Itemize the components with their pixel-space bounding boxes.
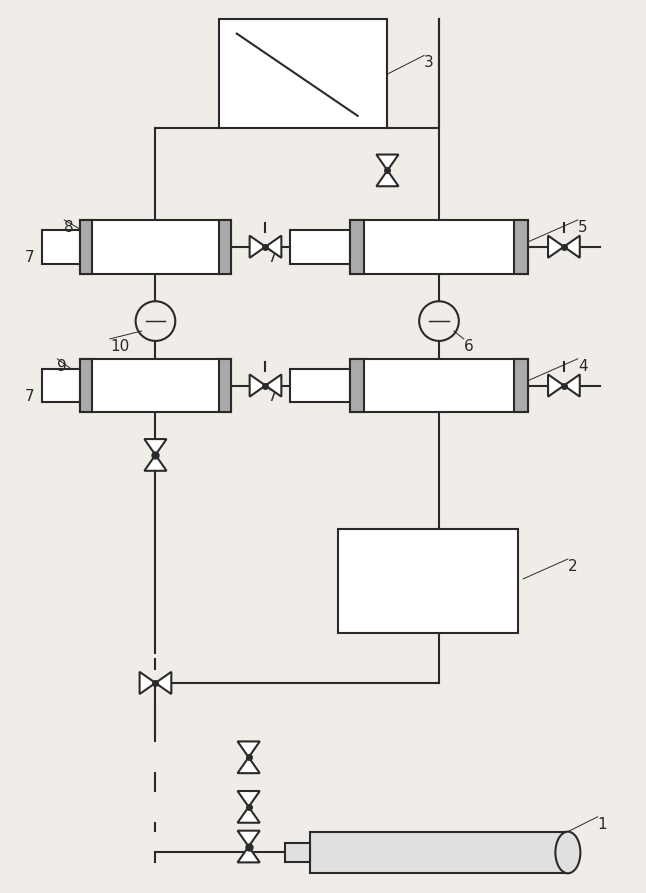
Text: 5: 5 bbox=[578, 220, 587, 235]
Bar bbox=[219, 359, 231, 413]
Polygon shape bbox=[266, 236, 282, 258]
Bar bbox=[286, 843, 310, 862]
Polygon shape bbox=[156, 672, 171, 694]
Bar bbox=[349, 359, 364, 413]
Polygon shape bbox=[238, 791, 260, 807]
Bar bbox=[290, 230, 349, 263]
Text: 7: 7 bbox=[267, 250, 277, 264]
Text: 8: 8 bbox=[64, 220, 74, 235]
Polygon shape bbox=[238, 847, 260, 863]
Polygon shape bbox=[238, 757, 260, 773]
Polygon shape bbox=[548, 374, 564, 396]
Polygon shape bbox=[548, 236, 564, 258]
Polygon shape bbox=[238, 830, 260, 847]
Bar bbox=[80, 359, 92, 413]
Text: 2: 2 bbox=[568, 559, 578, 574]
Polygon shape bbox=[238, 741, 260, 757]
Text: 7: 7 bbox=[25, 250, 34, 264]
Polygon shape bbox=[144, 455, 167, 471]
Polygon shape bbox=[144, 439, 167, 455]
Bar bbox=[80, 359, 231, 413]
Text: 6: 6 bbox=[464, 339, 474, 354]
Polygon shape bbox=[249, 374, 266, 396]
Text: 7: 7 bbox=[25, 388, 34, 404]
Bar bbox=[514, 359, 528, 413]
Bar bbox=[349, 359, 528, 413]
Text: 1: 1 bbox=[598, 817, 607, 831]
Bar bbox=[310, 831, 568, 873]
Text: 10: 10 bbox=[110, 339, 129, 354]
Bar bbox=[80, 220, 92, 273]
Bar bbox=[349, 220, 364, 273]
Bar bbox=[80, 220, 231, 273]
Text: 4: 4 bbox=[578, 359, 587, 374]
Text: 3: 3 bbox=[424, 55, 434, 71]
Bar bbox=[338, 530, 518, 633]
Text: 7: 7 bbox=[267, 388, 277, 404]
Polygon shape bbox=[238, 807, 260, 822]
Polygon shape bbox=[249, 236, 266, 258]
Polygon shape bbox=[140, 672, 156, 694]
Bar bbox=[219, 220, 231, 273]
Polygon shape bbox=[266, 374, 282, 396]
Bar bbox=[349, 220, 528, 273]
Polygon shape bbox=[377, 171, 399, 187]
Bar bbox=[514, 220, 528, 273]
Bar bbox=[43, 230, 80, 263]
Polygon shape bbox=[564, 374, 579, 396]
Polygon shape bbox=[377, 154, 399, 171]
Bar bbox=[43, 369, 80, 403]
Text: 9: 9 bbox=[57, 359, 67, 374]
Ellipse shape bbox=[556, 831, 580, 873]
Bar bbox=[219, 19, 388, 128]
Bar bbox=[290, 369, 349, 403]
Polygon shape bbox=[564, 236, 579, 258]
